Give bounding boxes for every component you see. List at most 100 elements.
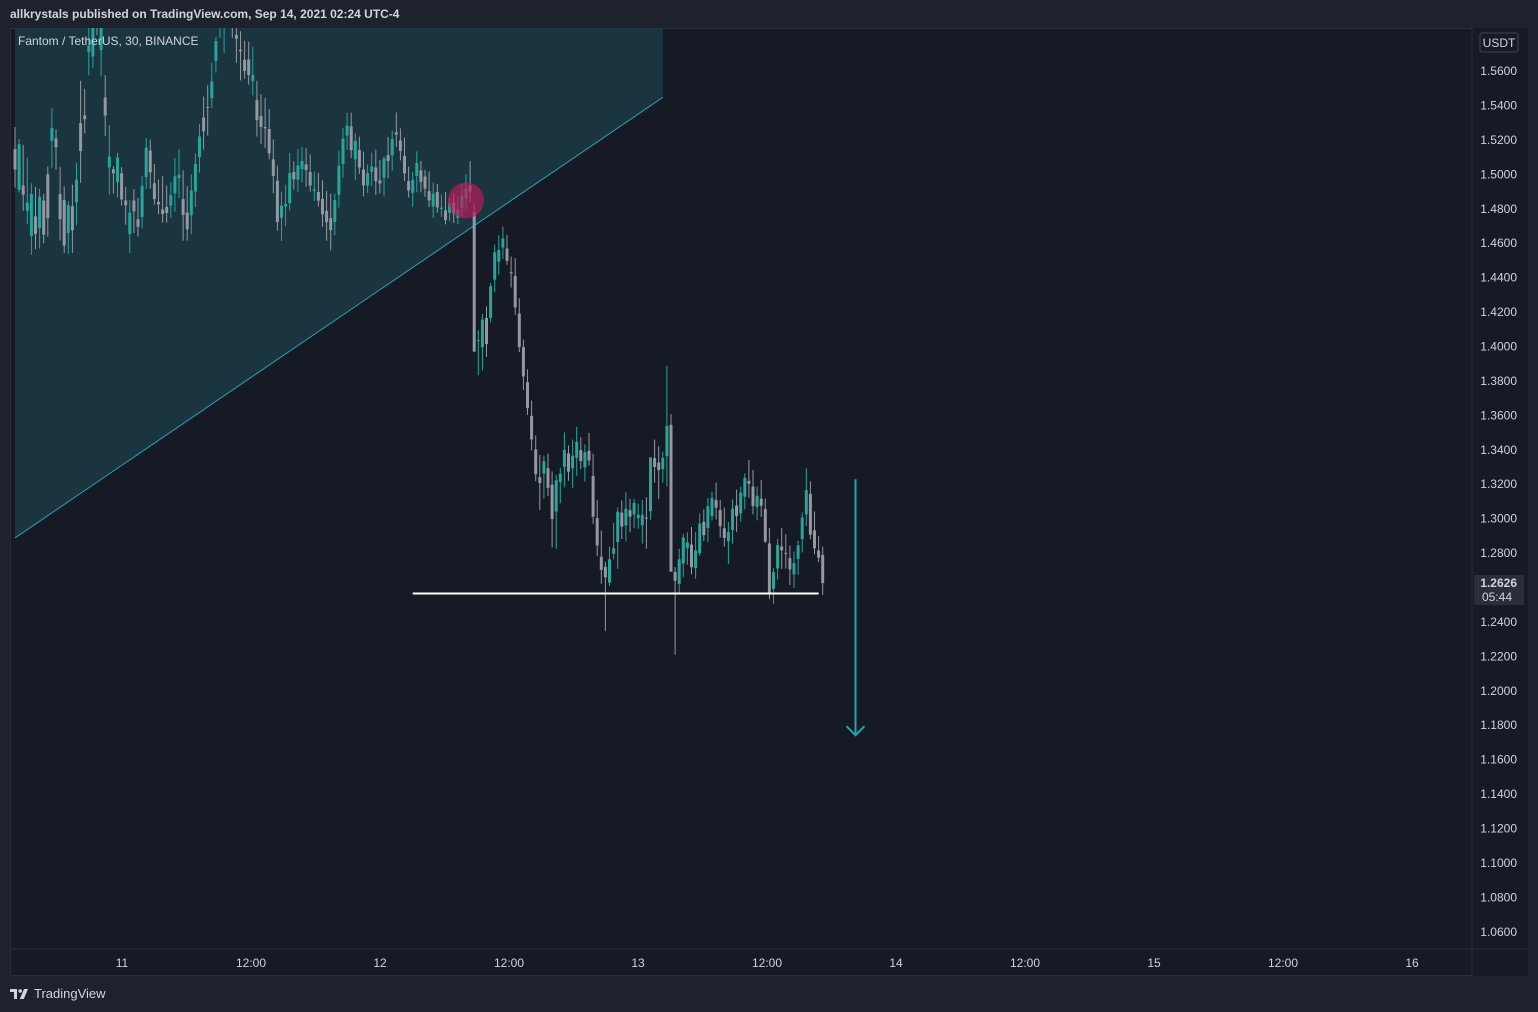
candle-body	[813, 530, 816, 549]
candle-body	[185, 212, 189, 230]
price-tick-label: 1.4600	[1480, 236, 1517, 250]
price-tick-label: 1.1000	[1480, 856, 1517, 870]
candle-body	[362, 169, 365, 186]
candle-body	[599, 556, 603, 570]
candle-body	[419, 170, 423, 182]
candle-body	[292, 171, 296, 180]
candle-body	[46, 174, 50, 219]
candle-body	[316, 192, 320, 201]
price-tick-label: 1.3600	[1480, 408, 1517, 422]
price-tick-label: 1.0800	[1480, 890, 1517, 904]
candle-body	[583, 452, 587, 468]
candle-body	[767, 543, 771, 593]
last-price-label: 1.2626	[1480, 576, 1517, 590]
candle-body	[796, 545, 800, 559]
price-tick-label: 1.4000	[1480, 339, 1517, 353]
candle-body	[349, 126, 353, 151]
candle-body	[357, 150, 361, 168]
time-tick-label: 12:00	[752, 956, 782, 970]
candle-body	[370, 166, 374, 172]
candle-body	[161, 209, 165, 214]
candle-body	[25, 202, 29, 211]
tradingview-logo-icon	[10, 988, 28, 999]
candle-body	[304, 164, 308, 171]
candle-body	[431, 193, 435, 207]
breakout-marker	[448, 182, 484, 219]
candle-body	[239, 49, 242, 52]
candle-body	[54, 138, 58, 148]
countdown-label: 05:44	[1482, 590, 1512, 604]
candle-body	[435, 191, 439, 208]
candle-body	[808, 493, 812, 535]
candle-body	[345, 125, 349, 136]
candle-body	[521, 347, 525, 377]
candle-body	[587, 450, 591, 461]
candle-body	[288, 173, 292, 204]
candle-body	[284, 204, 288, 207]
candle-body	[329, 218, 333, 231]
candle-body	[398, 140, 402, 151]
candle-body	[526, 382, 529, 409]
candle-body	[415, 162, 419, 176]
candle-body	[308, 172, 312, 186]
price-tick-label: 1.5200	[1480, 133, 1517, 147]
price-tick-label: 1.4200	[1480, 305, 1517, 319]
candle-body	[558, 473, 562, 482]
brand-logo[interactable]: TradingView	[10, 986, 106, 1001]
candle-body	[513, 275, 517, 308]
candle-body	[554, 480, 558, 512]
candle-body	[739, 492, 743, 514]
price-tick-label: 1.0600	[1480, 925, 1517, 939]
currency-badge-label: USDT	[1483, 36, 1516, 50]
price-tick-label: 1.2400	[1480, 615, 1517, 629]
candle-body	[337, 165, 341, 195]
channel-area	[15, 28, 663, 538]
candle-body	[214, 41, 218, 61]
candle-body	[111, 169, 115, 174]
price-tick-label: 1.2800	[1480, 546, 1517, 560]
candle-body	[546, 468, 550, 488]
candle-body	[66, 205, 70, 233]
candle-body	[628, 510, 632, 517]
published-line: allkrystals published on TradingView.com…	[10, 7, 400, 21]
price-tick-label: 1.2200	[1480, 649, 1517, 663]
time-tick-label: 12:00	[494, 956, 524, 970]
candle-body	[177, 174, 181, 179]
candle-body	[116, 157, 119, 183]
candle-body	[603, 566, 607, 578]
candle-body	[776, 544, 780, 569]
price-tick-label: 1.5000	[1480, 167, 1517, 181]
candle-body	[608, 559, 611, 583]
candle-body	[198, 136, 201, 158]
candle-body	[243, 59, 247, 72]
candle-body	[17, 144, 21, 190]
candle-body	[661, 457, 665, 470]
candle-body	[792, 563, 796, 575]
candle-body	[743, 477, 747, 497]
candle-body	[710, 498, 714, 517]
candle-body	[75, 179, 78, 203]
candle-body	[579, 450, 583, 462]
candle-body	[644, 517, 648, 519]
candle-body	[653, 458, 657, 467]
last-price-tag	[1474, 575, 1524, 606]
candle-body	[677, 559, 681, 585]
price-chart[interactable]: USDT 1.5600 1.5400 1.5200 1.5000 1.4800 1.4600…	[10, 28, 1528, 976]
candle-body	[181, 199, 185, 215]
candle-body	[312, 189, 316, 191]
candle-body	[333, 200, 337, 223]
candle-body	[325, 210, 329, 223]
candle-body	[665, 425, 669, 457]
candle-body	[784, 552, 788, 554]
candle-body	[472, 212, 476, 352]
candle-body	[202, 117, 206, 132]
candle-body	[103, 97, 107, 116]
brand-name: TradingView	[34, 986, 106, 1001]
candle-body	[612, 548, 616, 554]
footer	[0, 976, 1538, 1012]
candle-body	[267, 129, 271, 154]
time-tick-label: 15	[1147, 956, 1161, 970]
candle-body	[263, 126, 267, 129]
candle-body	[726, 531, 730, 542]
candle-body	[124, 200, 128, 206]
